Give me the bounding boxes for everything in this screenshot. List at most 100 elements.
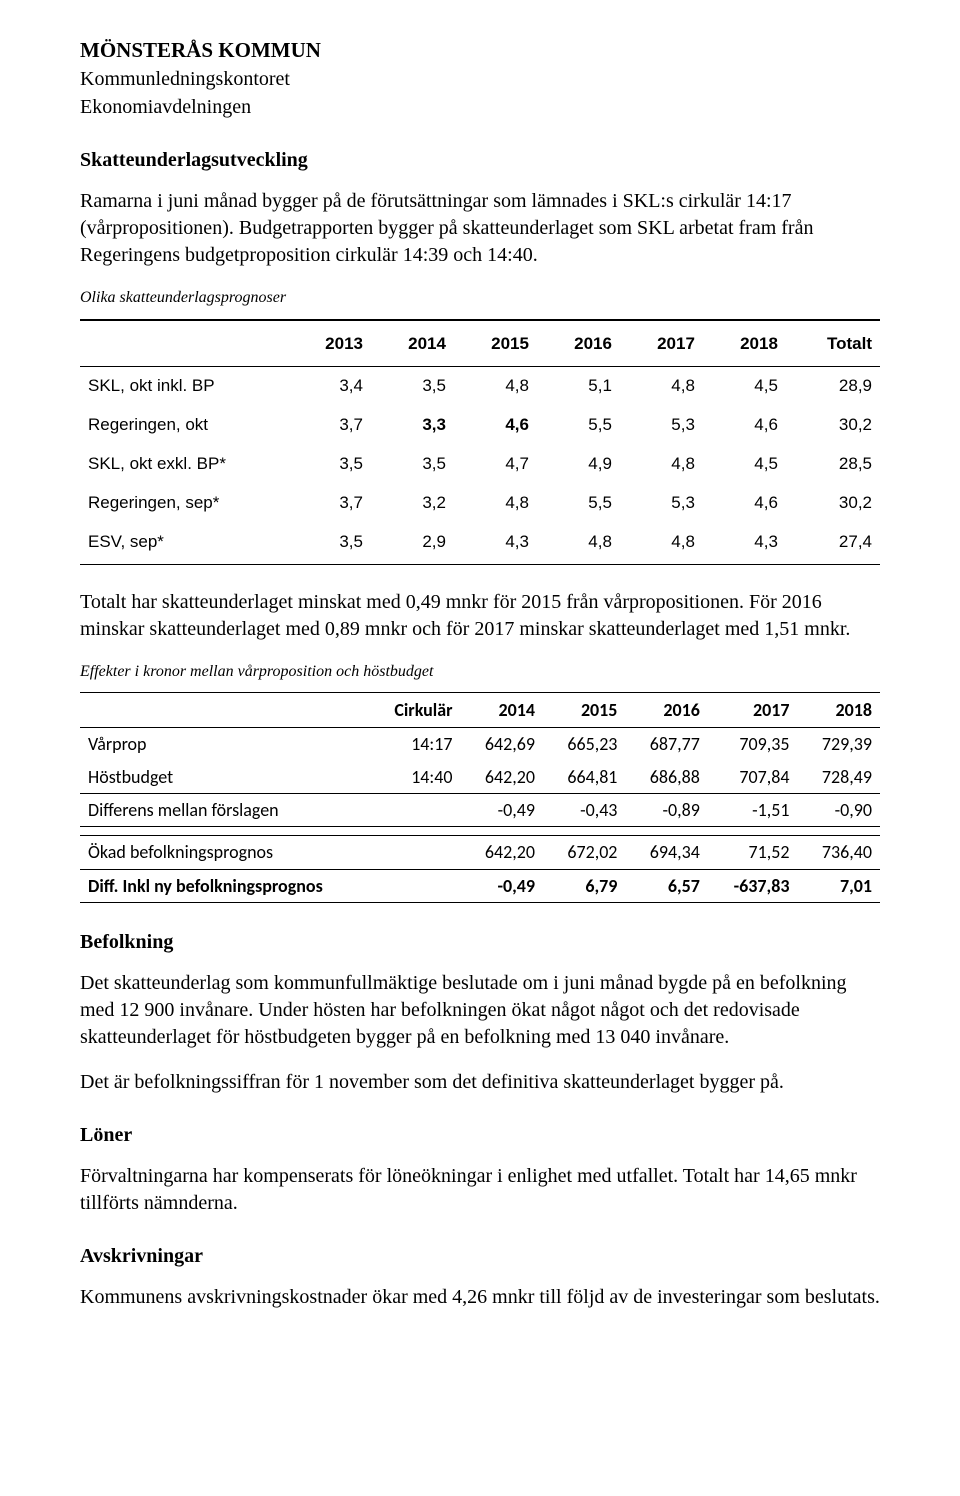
header-org: MÖNSTERÅS KOMMUN (80, 36, 880, 64)
cell: -0,89 (625, 794, 707, 827)
cell: 28,5 (786, 445, 880, 484)
cell: 4,8 (454, 366, 537, 405)
table-row: Diff. Inkl ny befolkningsprognos -0,49 6… (80, 869, 880, 902)
cell (368, 794, 461, 827)
table-row: SKL, okt inkl. BP3,43,54,85,14,84,528,9 (80, 366, 880, 405)
cell: 4,6 (703, 406, 786, 445)
cell: 5,5 (537, 484, 620, 523)
cell: 4,9 (537, 445, 620, 484)
cell: 4,8 (454, 484, 537, 523)
cell: 736,40 (797, 836, 880, 869)
page: MÖNSTERÅS KOMMUN Kommunledningskontoret … (0, 0, 960, 1369)
cell: -637,83 (708, 869, 798, 902)
row-label: Ökad befolkningsprognos (80, 836, 368, 869)
col-header: 2017 (620, 320, 703, 366)
cell: 71,52 (708, 836, 798, 869)
cell: 5,5 (537, 406, 620, 445)
cell: 687,77 (625, 728, 707, 761)
col-header: 2014 (371, 320, 454, 366)
section-title-avskriv: Avskrivningar (80, 1243, 880, 1270)
spacer-row (80, 827, 880, 836)
row-label: Regeringen, okt (80, 406, 288, 445)
section-title-loner: Löner (80, 1122, 880, 1149)
cell: 642,69 (461, 728, 543, 761)
cell (368, 836, 461, 869)
cell: 4,3 (703, 523, 786, 564)
cell: -0,90 (797, 794, 880, 827)
table-row: Regeringen, okt3,73,34,65,55,34,630,2 (80, 406, 880, 445)
row-label: Regeringen, sep* (80, 484, 288, 523)
cell: 3,5 (371, 445, 454, 484)
col-header: 2015 (454, 320, 537, 366)
table-row: ESV, sep*3,52,94,34,84,84,327,4 (80, 523, 880, 564)
cell: 642,20 (461, 836, 543, 869)
table-caption-prognos: Olika skatteunderlagsprognoser (80, 287, 880, 309)
table-row: Differens mellan förslagen -0,49 -0,43 -… (80, 794, 880, 827)
cell: 3,5 (288, 523, 371, 564)
cell: 30,2 (786, 484, 880, 523)
paragraph: Förvaltningarna har kompenserats för lön… (80, 1163, 880, 1217)
row-label: SKL, okt inkl. BP (80, 366, 288, 405)
cell: 4,3 (454, 523, 537, 564)
cell: 3,5 (371, 366, 454, 405)
cell: 4,5 (703, 445, 786, 484)
cell: 5,3 (620, 484, 703, 523)
cell: 3,7 (288, 484, 371, 523)
prognos-table-wrap: 2013 2014 2015 2016 2017 2018 Totalt SKL… (80, 319, 880, 565)
section-title-skatte: Skatteunderlagsutveckling (80, 147, 880, 174)
table-caption-effekter: Effekter i kronor mellan vårproposition … (80, 661, 880, 683)
cell: -0,49 (461, 869, 543, 902)
cell: 707,84 (708, 761, 798, 794)
cell: -0,43 (543, 794, 625, 827)
cell: -0,49 (461, 794, 543, 827)
cell: 709,35 (708, 728, 798, 761)
cell (368, 869, 461, 902)
paragraph: Totalt har skatteunderlaget minskat med … (80, 589, 880, 643)
row-label: SKL, okt exkl. BP* (80, 445, 288, 484)
cell: 686,88 (625, 761, 707, 794)
col-header: 2013 (288, 320, 371, 366)
cell: 27,4 (786, 523, 880, 564)
cell: 6,79 (543, 869, 625, 902)
cell: 4,7 (454, 445, 537, 484)
table-header-row: 2013 2014 2015 2016 2017 2018 Totalt (80, 320, 880, 366)
paragraph: Det är befolkningssiffran för 1 november… (80, 1069, 880, 1096)
col-header: 2018 (703, 320, 786, 366)
cell: 4,8 (620, 366, 703, 405)
row-label: Differens mellan förslagen (80, 794, 368, 827)
table-row: SKL, okt exkl. BP*3,53,54,74,94,84,528,5 (80, 445, 880, 484)
effekter-table: Cirkulär 2014 2015 2016 2017 2018 Vårpro… (80, 692, 880, 903)
cell: 5,3 (620, 406, 703, 445)
row-label: Höstbudget (80, 761, 368, 794)
cell: 4,8 (620, 523, 703, 564)
cell: 4,6 (703, 484, 786, 523)
col-header: 2014 (461, 693, 543, 728)
col-header (80, 320, 288, 366)
cell: 3,2 (371, 484, 454, 523)
col-header (80, 693, 368, 728)
col-header: 2017 (708, 693, 798, 728)
cell: 30,2 (786, 406, 880, 445)
row-label: Diff. Inkl ny befolkningsprognos (80, 869, 368, 902)
paragraph: Ramarna i juni månad bygger på de föruts… (80, 188, 880, 269)
paragraph: Det skatteunderlag som kommunfullmäktige… (80, 970, 880, 1051)
cell: 5,1 (537, 366, 620, 405)
cell: 3,7 (288, 406, 371, 445)
cell: 4,5 (703, 366, 786, 405)
header-dept: Ekonomiavdelningen (80, 94, 880, 121)
cell: 672,02 (543, 836, 625, 869)
cell: 14:40 (368, 761, 461, 794)
cell: 6,57 (625, 869, 707, 902)
cell: 728,49 (797, 761, 880, 794)
cell: 642,20 (461, 761, 543, 794)
cell: 729,39 (797, 728, 880, 761)
table-row: Vårprop 14:17 642,69 665,23 687,77 709,3… (80, 728, 880, 761)
table-row: Ökad befolkningsprognos 642,20 672,02 69… (80, 836, 880, 869)
cell: 7,01 (797, 869, 880, 902)
cell: 4,8 (537, 523, 620, 564)
col-header: 2016 (537, 320, 620, 366)
row-label: ESV, sep* (80, 523, 288, 564)
paragraph: Kommunens avskrivningskostnader ökar med… (80, 1284, 880, 1311)
col-header: 2018 (797, 693, 880, 728)
cell: 3,5 (288, 445, 371, 484)
